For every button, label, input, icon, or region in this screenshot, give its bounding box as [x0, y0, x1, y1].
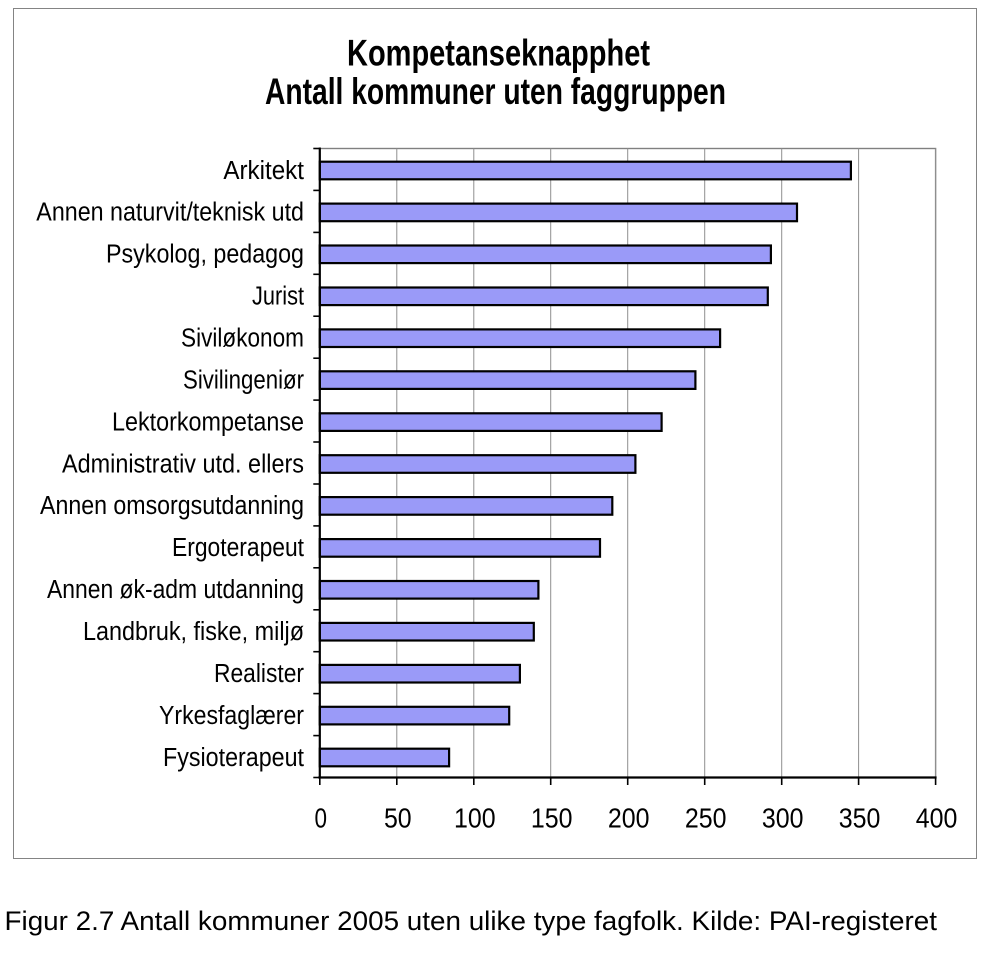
- svg-text:Realister: Realister: [214, 660, 304, 688]
- svg-text:300: 300: [762, 803, 804, 834]
- svg-text:350: 350: [839, 803, 881, 834]
- svg-text:50: 50: [384, 803, 412, 834]
- svg-text:Ergoterapeut: Ergoterapeut: [172, 534, 304, 562]
- svg-text:Kompetanseknapphet: Kompetanseknapphet: [347, 33, 650, 74]
- svg-text:Antall kommuner uten faggruppe: Antall kommuner uten faggruppen: [265, 71, 726, 112]
- svg-text:Arkitekt: Arkitekt: [223, 157, 304, 185]
- svg-text:Sivilingeniør: Sivilingeniør: [183, 366, 304, 394]
- svg-text:Annen øk-adm utdanning: Annen øk-adm utdanning: [47, 576, 304, 604]
- svg-text:150: 150: [531, 803, 573, 834]
- svg-text:400: 400: [916, 803, 958, 834]
- svg-text:Siviløkonom: Siviløkonom: [181, 325, 304, 353]
- svg-text:Administrativ utd. ellers: Administrativ utd. ellers: [62, 450, 304, 478]
- svg-text:Fysioterapeut: Fysioterapeut: [163, 744, 304, 772]
- svg-text:Landbruk, fiske, miljø: Landbruk, fiske, miljø: [83, 618, 304, 646]
- svg-text:Jurist: Jurist: [252, 283, 304, 311]
- svg-text:Lektorkompetanse: Lektorkompetanse: [112, 408, 304, 436]
- svg-text:Annen naturvit/teknisk utd: Annen naturvit/teknisk utd: [36, 199, 304, 227]
- svg-text:Figur 2.7 Antall kommuner 2005: Figur 2.7 Antall kommuner 2005 uten ulik…: [5, 906, 938, 936]
- svg-text:0: 0: [315, 803, 328, 834]
- svg-text:250: 250: [685, 803, 727, 834]
- svg-text:100: 100: [454, 803, 496, 834]
- svg-text:Yrkesfaglærer: Yrkesfaglærer: [159, 702, 304, 730]
- svg-text:200: 200: [608, 803, 650, 834]
- svg-text:Psykolog, pedagog: Psykolog, pedagog: [106, 241, 304, 269]
- svg-text:Annen omsorgsutdanning: Annen omsorgsutdanning: [40, 492, 304, 520]
